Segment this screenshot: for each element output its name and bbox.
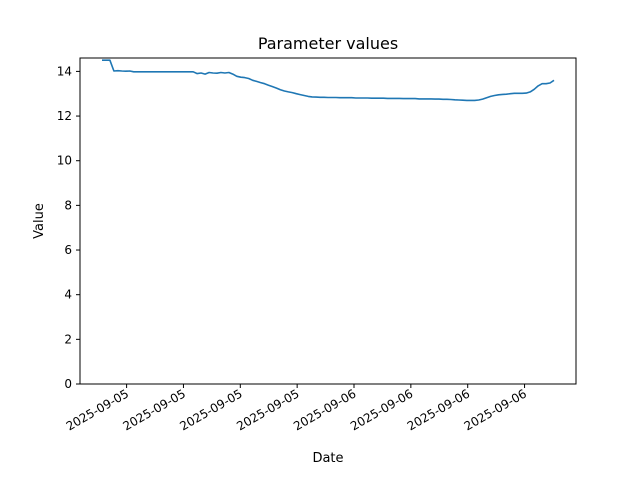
chart-title: Parameter values: [258, 34, 398, 53]
x-tick-label: 2025-09-06: [462, 386, 529, 433]
y-axis-ticks: 0 2 4 6 8 10 12 14: [57, 64, 80, 391]
plot-frame: [79, 57, 577, 385]
x-tick-label: 2025-09-05: [177, 386, 244, 433]
y-tick-label: 0: [64, 377, 72, 391]
y-tick-label: 10: [57, 154, 72, 168]
series-line: [102, 59, 555, 102]
x-tick-label: 2025-09-06: [348, 386, 415, 433]
plot-area: [80, 58, 576, 384]
x-tick-label: 2025-09-05: [121, 386, 188, 433]
y-axis-label: Value: [32, 203, 47, 239]
x-axis-ticks: 2025-09-052025-09-052025-09-052025-09-05…: [64, 384, 529, 433]
x-tick-label: 2025-09-06: [291, 386, 358, 433]
y-tick-label: 2: [64, 332, 72, 346]
y-tick-label: 6: [64, 243, 72, 257]
x-tick-label: 2025-09-05: [64, 386, 131, 433]
y-tick-label: 8: [64, 198, 72, 212]
x-tick-label: 2025-09-05: [234, 386, 301, 433]
x-tick-label: 2025-09-06: [405, 386, 472, 433]
y-tick-label: 14: [57, 64, 72, 78]
y-tick-label: 12: [57, 109, 72, 123]
y-tick-label: 4: [64, 288, 72, 302]
x-axis-label: Date: [312, 451, 343, 466]
